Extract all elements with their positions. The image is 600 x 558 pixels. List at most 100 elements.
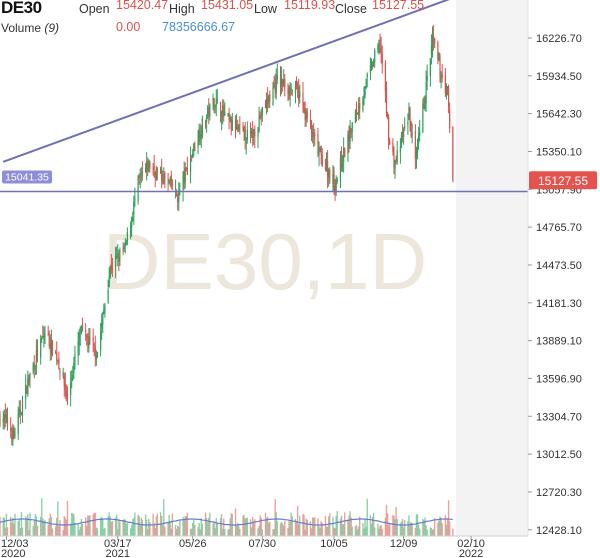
- candle-body: [418, 135, 420, 144]
- volume-bar: [153, 522, 155, 536]
- volume-bar: [78, 529, 80, 536]
- volume-bar: [394, 519, 396, 536]
- volume-bar: [43, 521, 45, 536]
- candle-body: [403, 130, 405, 137]
- price-axis[interactable]: 16226.7015934.5015642.3015350.1015057.90…: [527, 0, 582, 537]
- candle-body: [392, 142, 394, 152]
- candle-body: [147, 162, 149, 172]
- candle-body: [185, 167, 187, 169]
- candle-body: [429, 58, 431, 77]
- candle-body: [49, 344, 51, 351]
- volume-bar: [74, 522, 76, 536]
- y-tick-label: 13012.50: [536, 449, 582, 461]
- volume-bar: [27, 514, 29, 536]
- volume-bar: [204, 512, 207, 536]
- y-tick-label: 13596.90: [536, 373, 582, 385]
- candle-body: [70, 382, 72, 395]
- volume-bar: [108, 512, 110, 536]
- volume-bar: [401, 518, 404, 536]
- volume-bar: [123, 518, 125, 536]
- candle-body: [395, 159, 397, 163]
- candle-body: [409, 108, 411, 123]
- volume-bar: [103, 528, 105, 536]
- volume-bar: [160, 515, 163, 536]
- candle-body: [71, 378, 73, 380]
- candle-body: [5, 416, 8, 418]
- candle-body: [104, 305, 106, 311]
- volume-bar: [134, 512, 136, 536]
- volume-bar: [63, 516, 65, 536]
- volume-bar: [426, 529, 428, 536]
- candle-body: [66, 394, 69, 396]
- volume-bar: [243, 514, 245, 536]
- candle-body: [223, 105, 225, 115]
- volume-bar: [51, 528, 54, 536]
- volume-bar: [213, 521, 215, 536]
- candle-body: [344, 148, 346, 158]
- candle-body: [439, 56, 441, 76]
- candle-body: [41, 338, 43, 340]
- volume-bar: [429, 527, 432, 536]
- volume-bar: [280, 521, 283, 536]
- y-tick-label: 12428.10: [536, 525, 582, 537]
- volume-bar: [325, 526, 328, 536]
- candle-body: [363, 94, 365, 99]
- candle-body: [396, 150, 398, 163]
- y-tick-label: 15934.50: [536, 71, 582, 83]
- volume-bar: [333, 527, 335, 536]
- candle-body: [29, 372, 31, 378]
- candle-body: [237, 126, 239, 130]
- candle-body: [282, 79, 284, 86]
- volume-bar: [129, 528, 132, 536]
- candle-body: [347, 134, 349, 155]
- volume-bar: [58, 526, 60, 536]
- candle-body: [419, 130, 421, 136]
- candle-body: [40, 338, 42, 358]
- volume-bar: [73, 514, 75, 536]
- volume-bar: [417, 524, 420, 536]
- volume-bar: [94, 512, 96, 536]
- candle-body: [441, 74, 443, 78]
- volume-bar: [212, 523, 214, 536]
- volume-bar: [336, 511, 338, 536]
- candle-body: [137, 176, 139, 202]
- candle-body: [426, 75, 428, 81]
- symbol-watermark: DE30,1D: [103, 217, 428, 306]
- volume-bar: [183, 519, 185, 536]
- candle-body: [92, 337, 94, 342]
- volume-bar: [351, 526, 353, 536]
- candle-body: [13, 430, 15, 437]
- volume-bar: [258, 525, 260, 536]
- y-tick-label: 14473.50: [536, 260, 582, 272]
- volume-bar: [407, 521, 409, 536]
- volume-bar: [310, 528, 313, 536]
- y-tick-label: 16226.70: [536, 33, 582, 45]
- volume-bar: [32, 526, 34, 536]
- volume-bar: [41, 498, 43, 536]
- volume-bar: [130, 525, 133, 536]
- volume-bar: [448, 521, 451, 536]
- candle-body: [209, 103, 211, 117]
- trendline[interactable]: [2, 0, 454, 163]
- candle-body: [348, 136, 350, 142]
- hline-price-tag: 15041.35: [5, 171, 49, 183]
- high-value: 15431.05: [201, 0, 254, 12]
- candle-body: [327, 161, 329, 177]
- candle-body: [339, 158, 342, 182]
- drawings[interactable]: [0, 0, 528, 193]
- candle-body: [174, 187, 177, 189]
- candle-body: [377, 45, 379, 51]
- candle-body: [156, 167, 158, 171]
- volume-bar: [209, 512, 211, 536]
- volume-bar: [29, 512, 31, 536]
- candle-body: [358, 104, 360, 116]
- volume-bar: [410, 521, 412, 536]
- candle-body: [295, 81, 298, 87]
- candle-body: [63, 375, 65, 386]
- candle-body: [189, 157, 192, 173]
- candle-body: [389, 141, 391, 145]
- candle-body: [424, 101, 426, 109]
- candle-body: [373, 61, 375, 65]
